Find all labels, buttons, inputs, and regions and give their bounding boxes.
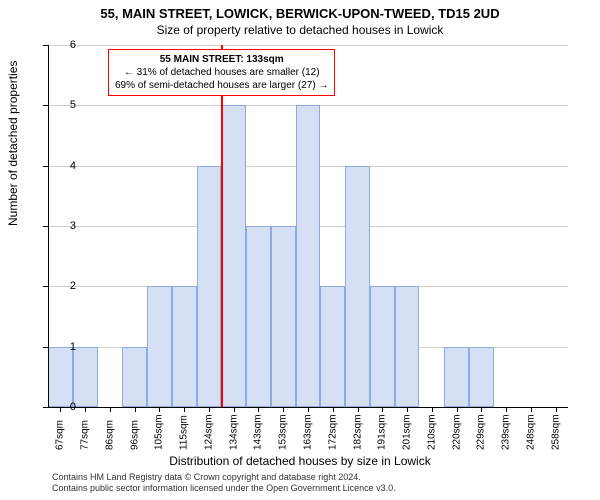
ytick-label: 1: [70, 341, 76, 353]
x-axis-label: Distribution of detached houses by size …: [0, 454, 600, 468]
chart-title: 55, MAIN STREET, LOWICK, BERWICK-UPON-TW…: [0, 0, 600, 21]
xtick-label: 77sqm: [80, 420, 91, 450]
histogram-bar: [48, 347, 73, 407]
chart-subtitle: Size of property relative to detached ho…: [0, 21, 600, 37]
reference-line: [221, 45, 223, 407]
xtick-label: 115sqm: [179, 415, 190, 450]
gridline: [48, 45, 568, 46]
xtick-label: 67sqm: [55, 420, 66, 450]
histogram-bar: [320, 286, 345, 407]
ytick-label: 3: [70, 220, 76, 232]
histogram-bar: [444, 347, 469, 407]
histogram-bar: [395, 286, 420, 407]
histogram-bar: [246, 226, 271, 407]
y-axis-label: Number of detached properties: [6, 61, 20, 226]
plot-area: 55 MAIN STREET: 133sqm← 31% of detached …: [48, 45, 568, 407]
xtick-label: 220sqm: [451, 414, 462, 450]
annotation-line1: 55 MAIN STREET: 133sqm: [115, 53, 328, 66]
xtick-label: 96sqm: [129, 420, 140, 450]
chart-container: 55, MAIN STREET, LOWICK, BERWICK-UPON-TW…: [0, 0, 600, 500]
histogram-bar: [296, 105, 321, 407]
x-axis: [48, 407, 568, 408]
xtick-label: 124sqm: [203, 414, 214, 450]
histogram-bar: [122, 347, 147, 407]
y-axis: [48, 45, 49, 407]
ytick-label: 2: [70, 280, 76, 292]
histogram-bar: [345, 166, 370, 407]
xtick-label: 239sqm: [501, 414, 512, 450]
histogram-bar: [147, 286, 172, 407]
histogram-bar: [469, 347, 494, 407]
xtick-label: 143sqm: [253, 414, 264, 450]
xtick-label: 248sqm: [525, 414, 536, 450]
attribution-text: Contains HM Land Registry data © Crown c…: [52, 472, 396, 494]
annotation-box: 55 MAIN STREET: 133sqm← 31% of detached …: [108, 49, 335, 96]
annotation-line2: ← 31% of detached houses are smaller (12…: [115, 66, 328, 79]
xtick-label: 258sqm: [550, 414, 561, 450]
xtick-label: 210sqm: [426, 414, 437, 450]
xtick-label: 172sqm: [327, 414, 338, 450]
xtick-label: 229sqm: [476, 414, 487, 450]
xtick-label: 182sqm: [352, 414, 363, 450]
ytick-label: 6: [70, 39, 76, 51]
xtick-label: 86sqm: [104, 420, 115, 450]
ytick-label: 0: [70, 401, 76, 413]
histogram-bar: [271, 226, 296, 407]
histogram-bar: [73, 347, 98, 407]
ytick-label: 5: [70, 99, 76, 111]
histogram-bar: [221, 105, 246, 407]
ytick-label: 4: [70, 160, 76, 172]
histogram-bar: [370, 286, 395, 407]
annotation-line3: 69% of semi-detached houses are larger (…: [115, 79, 328, 92]
histogram-bar: [172, 286, 197, 407]
histogram-bar: [197, 166, 222, 407]
xtick-label: 191sqm: [377, 414, 388, 450]
xtick-label: 134sqm: [228, 414, 239, 450]
xtick-label: 105sqm: [154, 414, 165, 450]
xtick-label: 153sqm: [278, 414, 289, 450]
xtick-label: 163sqm: [303, 414, 314, 450]
xtick-label: 201sqm: [402, 414, 413, 450]
